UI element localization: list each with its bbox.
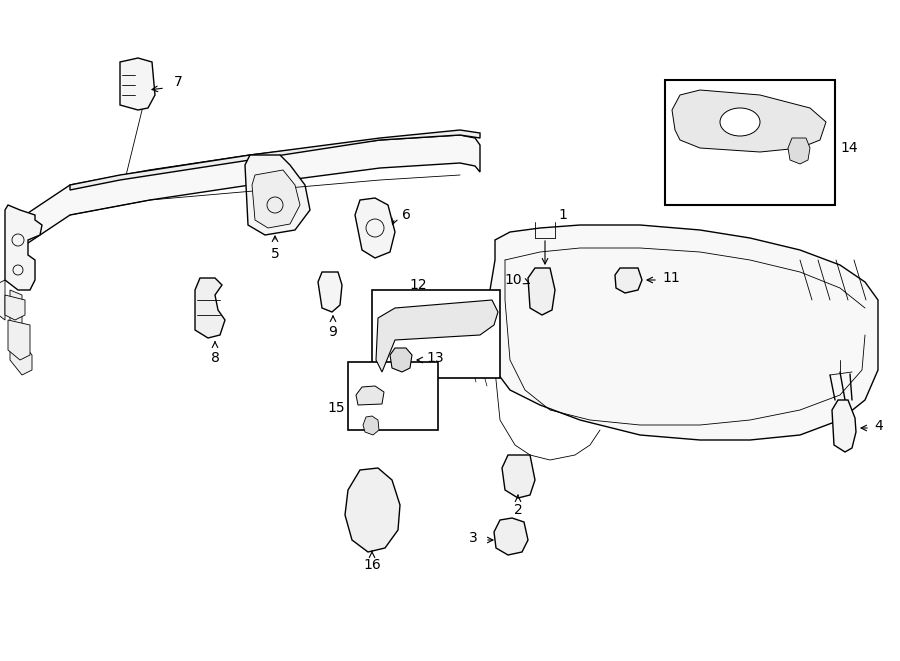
Text: 2: 2 — [514, 503, 522, 517]
Ellipse shape — [720, 108, 760, 136]
Text: 11: 11 — [662, 271, 680, 285]
Text: 15: 15 — [328, 401, 345, 415]
Polygon shape — [0, 280, 5, 320]
Polygon shape — [318, 272, 342, 312]
Bar — [348, 362, 438, 430]
Polygon shape — [10, 290, 32, 375]
Polygon shape — [10, 135, 480, 255]
Text: 12: 12 — [410, 278, 427, 292]
Text: 8: 8 — [211, 351, 220, 365]
Polygon shape — [528, 268, 555, 315]
Polygon shape — [345, 468, 400, 552]
Polygon shape — [195, 278, 225, 338]
Polygon shape — [502, 455, 535, 498]
Polygon shape — [390, 348, 412, 372]
Polygon shape — [490, 225, 878, 440]
Polygon shape — [5, 205, 42, 290]
Text: 10: 10 — [504, 273, 522, 287]
Text: 1: 1 — [558, 208, 567, 222]
Polygon shape — [356, 386, 384, 405]
Polygon shape — [355, 198, 395, 258]
Polygon shape — [120, 58, 155, 110]
Polygon shape — [672, 90, 826, 152]
Polygon shape — [788, 138, 810, 164]
Bar — [372, 290, 500, 378]
Polygon shape — [5, 295, 25, 320]
Text: 14: 14 — [840, 141, 858, 155]
Polygon shape — [363, 416, 379, 435]
Text: 16: 16 — [363, 558, 381, 572]
Polygon shape — [8, 320, 30, 360]
Text: 9: 9 — [328, 325, 338, 339]
Polygon shape — [494, 518, 528, 555]
Polygon shape — [252, 170, 300, 228]
Text: 4: 4 — [874, 419, 883, 433]
Polygon shape — [376, 300, 498, 372]
Text: 6: 6 — [402, 208, 411, 222]
Polygon shape — [70, 130, 480, 190]
Text: 13: 13 — [426, 351, 444, 365]
Polygon shape — [245, 155, 310, 235]
Text: 5: 5 — [271, 247, 279, 261]
Polygon shape — [615, 268, 642, 293]
Polygon shape — [832, 400, 856, 452]
Text: 7: 7 — [174, 75, 183, 89]
Text: 3: 3 — [469, 531, 478, 545]
Bar — [665, 80, 835, 205]
